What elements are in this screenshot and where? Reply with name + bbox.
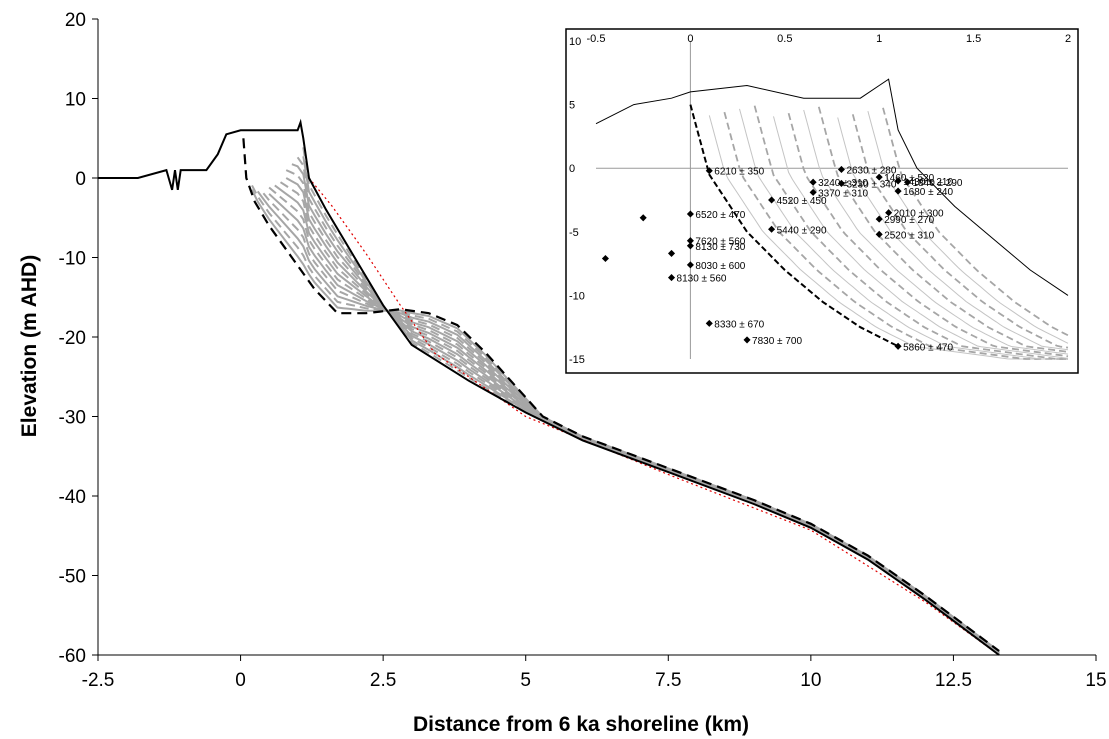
x-tick-label: -2.5	[82, 670, 115, 691]
inset-sample-point	[686, 242, 694, 250]
inset-isochron-line	[753, 105, 1068, 360]
y-axis-title: Elevation (m AHD)	[18, 255, 41, 437]
inset-sample-point	[903, 178, 912, 186]
inset-date-label: 3230 ± 340	[846, 179, 896, 190]
inset-isochron-line	[837, 117, 1069, 351]
x-tick-label: 12.5	[935, 670, 972, 691]
inset-sample-point	[809, 188, 817, 196]
inset-date-label: 2520 ± 310	[884, 230, 934, 241]
inset-isochron-line	[803, 109, 1069, 355]
inset-x-tick-label: 1.5	[966, 33, 981, 45]
inset-x-tick-label: -0.5	[587, 33, 606, 45]
y-tick-label: 20	[65, 10, 86, 31]
y-tick-label: -10	[59, 249, 86, 270]
inset-isochron-line	[773, 116, 1069, 359]
inset-sample-point	[601, 254, 609, 263]
inset-date-label: 8030 ± 600	[695, 261, 745, 272]
inset-sample-point	[768, 196, 776, 204]
inset-sample-point	[809, 178, 817, 186]
inset-y-tick-label: 0	[569, 163, 575, 175]
inset-sample-point	[686, 210, 694, 218]
inset-sample-point	[885, 209, 893, 217]
x-tick-label: 2.5	[370, 670, 396, 691]
inset-isochron-line	[723, 111, 1068, 360]
inset-date-label: 1680 ± 240	[903, 187, 953, 198]
inset-y-tick-label: 10	[569, 36, 581, 48]
inset-sample-point	[705, 167, 713, 175]
reconstructed-6ka-profile-line	[242, 138, 1000, 652]
inset-sample-point	[894, 187, 902, 195]
present-profile-line	[98, 118, 1000, 656]
inset-date-label: 1460 ± 520	[884, 173, 934, 184]
inset-date-label: 6520 ± 470	[695, 210, 745, 221]
inset-date-label: 8330 ± 670	[714, 319, 764, 330]
inset-sample-point	[686, 237, 694, 245]
inset-sample-point	[837, 179, 845, 187]
inset-date-label: 5860 ± 470	[903, 342, 953, 353]
inset-date-label: 3370 ± 310	[818, 188, 868, 199]
x-tick-label: 5	[520, 670, 531, 691]
x-tick-label: 15	[1085, 670, 1106, 691]
inset-date-label: 2990 ± 270	[884, 215, 934, 226]
inset-x-tick-label: 2	[1065, 33, 1071, 45]
inset-sample-point	[667, 249, 676, 257]
inset-isochron-line	[739, 108, 1068, 360]
inset-y-tick-label: 5	[569, 100, 575, 112]
inset-date-label: 5440 ± 290	[777, 225, 827, 236]
inset-sample-point	[768, 225, 776, 233]
y-tick-label: 10	[65, 90, 86, 111]
y-tick-label: -60	[59, 646, 86, 667]
inset-date-label: 8130 ± 730	[695, 242, 745, 253]
x-tick-label: 0	[235, 670, 246, 691]
inset-isochron-line	[851, 114, 1069, 349]
inset-date-label: 8130 ± 560	[677, 274, 727, 285]
inset-sample-point	[837, 165, 845, 174]
inset-date-label: 2010 ± 300	[894, 209, 944, 220]
inset-date-label: 1840 ± 290	[913, 178, 963, 189]
inset-sample-point	[894, 342, 902, 350]
inset-sample-point	[639, 214, 647, 222]
inset-sample-point	[686, 261, 694, 269]
inset-y-tick-label: -10	[569, 290, 585, 302]
bathymetry-profile-line	[308, 177, 1000, 656]
y-tick-label: 0	[75, 169, 86, 190]
inset-isochron-line	[817, 106, 1069, 353]
y-tick-label: -30	[59, 408, 86, 429]
inset-plot: -0.5 0 0.5 1 1.5 2 10 5 0 -5 -10 -15 6210 ± 350 6520 …	[565, 28, 1079, 374]
y-tick-label: -40	[59, 487, 86, 508]
inset-date-label: 1430 ± 210	[903, 177, 953, 188]
inset-sample-point	[875, 230, 883, 238]
inset-sample-point	[894, 177, 902, 185]
inset-sample-point	[743, 336, 751, 344]
inset-y-tick-label: -15	[569, 354, 585, 366]
inset-date-label: 2630 ± 280	[846, 165, 896, 176]
inset-date-label: 7830 ± 700	[752, 336, 802, 347]
inset-sample-point	[705, 319, 713, 327]
inset-isochron-line	[708, 115, 1068, 360]
inset-sample-point	[875, 173, 883, 181]
inset-sample-point	[875, 215, 883, 223]
x-tick-label: 7.5	[655, 670, 681, 691]
y-tick-label: -20	[59, 328, 86, 349]
inset-y-tick-label: -5	[569, 227, 579, 239]
inset-isochron-line	[787, 112, 1069, 358]
x-axis-title: Distance from 6 ka shoreline (km)	[413, 713, 749, 736]
inset-date-label: 4520 ± 450	[777, 196, 827, 207]
inset-date-label: 7620 ± 560	[695, 237, 745, 248]
inset-x-tick-label: 1	[876, 33, 882, 45]
main-plot: -2.5 0 2.5 5 7.5 10 12.5 1520100-10-20-30-40-50…	[59, 10, 1107, 691]
inset-x-tick-label: 0.5	[777, 33, 792, 45]
inset-date-label: 6210 ± 350	[714, 167, 764, 178]
inset-reconstructed-profile-line	[689, 104, 899, 348]
x-tick-label: 10	[800, 670, 821, 691]
inset-isochron-line	[867, 110, 1069, 344]
inset-sample-point	[667, 274, 676, 282]
inset-isochron-line	[882, 107, 1069, 337]
inset-x-tick-label: 0	[687, 33, 693, 45]
y-tick-label: -50	[59, 567, 86, 588]
inset-present-profile-line	[595, 78, 1069, 296]
